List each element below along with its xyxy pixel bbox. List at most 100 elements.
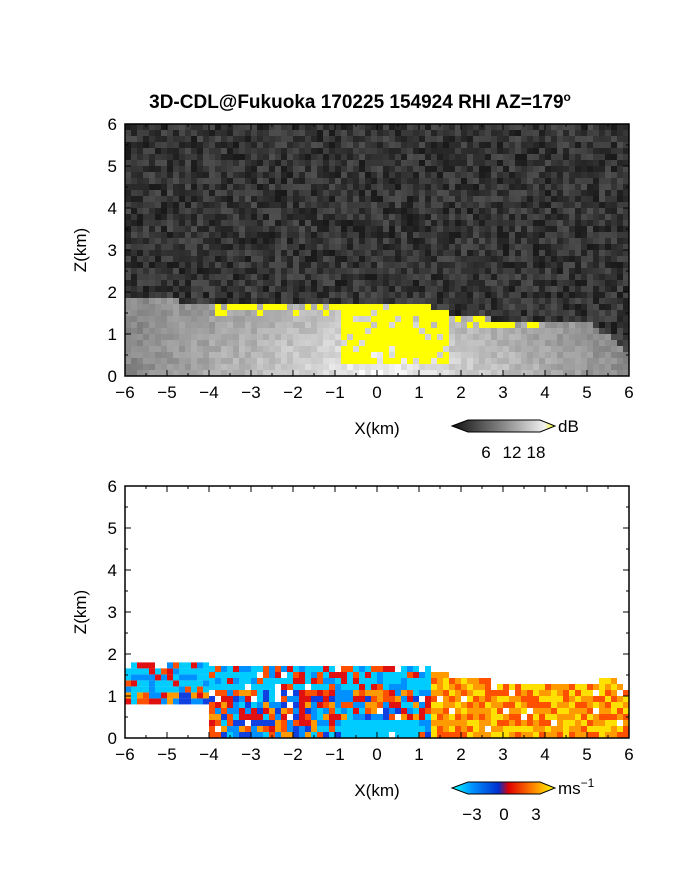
noise-cell [509, 178, 515, 184]
noise-cell [431, 172, 437, 178]
noise-cell [161, 268, 167, 274]
backscatter-cell [323, 352, 329, 358]
noise-cell [509, 262, 515, 268]
noise-cell [227, 154, 233, 160]
noise-cell [593, 184, 599, 190]
y-tick-label: 3 [108, 241, 117, 260]
noise-cell [143, 232, 149, 238]
noise-cell [545, 202, 551, 208]
noise-cell [539, 214, 545, 220]
noise-cell [383, 172, 389, 178]
backscatter-cell [131, 328, 137, 334]
noise-cell [215, 184, 221, 190]
noise-cell [539, 142, 545, 148]
noise-cell [455, 202, 461, 208]
backscatter-cell [491, 328, 497, 334]
noise-cell [611, 154, 617, 160]
noise-cell [581, 124, 587, 130]
noise-cell [461, 226, 467, 232]
noise-cell [251, 208, 257, 214]
velocity-cell [185, 668, 191, 675]
noise-cell [203, 262, 209, 268]
noise-cell [341, 262, 347, 268]
backscatter-cell [347, 310, 353, 316]
noise-cell [245, 166, 251, 172]
backscatter-cell [509, 322, 515, 328]
noise-cell [503, 262, 509, 268]
noise-cell [611, 142, 617, 148]
noise-cell [263, 220, 269, 226]
noise-cell [563, 274, 569, 280]
velocity-cell [275, 708, 281, 714]
noise-cell [491, 202, 497, 208]
noise-cell [569, 136, 575, 142]
noise-cell [353, 268, 359, 274]
noise-cell [281, 190, 287, 196]
velocity-cell [161, 668, 167, 675]
velocity-cell [233, 702, 239, 708]
noise-cell [425, 154, 431, 160]
noise-cell [275, 298, 281, 304]
noise-cell [263, 286, 269, 292]
noise-cell [377, 232, 383, 238]
backscatter-cell [533, 328, 539, 334]
noise-cell [581, 250, 587, 256]
noise-cell [233, 148, 239, 154]
noise-cell [293, 214, 299, 220]
noise-cell [473, 148, 479, 154]
backscatter-cell [599, 346, 605, 352]
noise-cell [401, 196, 407, 202]
noise-cell [485, 208, 491, 214]
noise-cell [587, 178, 593, 184]
noise-cell [611, 136, 617, 142]
backscatter-cell [479, 322, 485, 328]
backscatter-cell [557, 328, 563, 334]
noise-cell [233, 256, 239, 262]
noise-cell [617, 256, 623, 262]
backscatter-cell [425, 352, 431, 358]
noise-cell [239, 166, 245, 172]
noise-cell [185, 136, 191, 142]
noise-cell [557, 304, 563, 310]
backscatter-cell [215, 340, 221, 346]
noise-cell [287, 298, 293, 304]
noise-cell [317, 130, 323, 136]
noise-cell [437, 298, 443, 304]
backscatter-cell [365, 334, 371, 340]
backscatter-cell [515, 334, 521, 340]
noise-cell [461, 130, 467, 136]
backscatter-cell [167, 310, 173, 316]
noise-cell [227, 274, 233, 280]
noise-cell [221, 124, 227, 130]
noise-cell [551, 154, 557, 160]
noise-cell [311, 208, 317, 214]
noise-cell [527, 238, 533, 244]
noise-cell [509, 208, 515, 214]
noise-cell [563, 226, 569, 232]
noise-cell [581, 274, 587, 280]
velocity-cell [317, 732, 323, 738]
noise-cell [245, 292, 251, 298]
noise-cell [179, 262, 185, 268]
noise-cell [227, 244, 233, 250]
noise-cell [161, 208, 167, 214]
noise-cell [335, 196, 341, 202]
noise-cell [215, 268, 221, 274]
noise-cell [515, 316, 521, 322]
backscatter-cell [407, 310, 413, 316]
backscatter-cell [551, 322, 557, 328]
noise-cell [161, 172, 167, 178]
velocity-cell [359, 690, 365, 696]
backscatter-cell [341, 364, 347, 370]
noise-cell [455, 298, 461, 304]
noise-cell [485, 298, 491, 304]
noise-cell [449, 184, 455, 190]
velocity-cell [359, 696, 365, 702]
noise-cell [149, 208, 155, 214]
noise-cell [557, 214, 563, 220]
noise-cell [227, 286, 233, 292]
noise-cell [209, 160, 215, 166]
noise-cell [611, 238, 617, 244]
noise-cell [533, 316, 539, 322]
noise-cell [425, 124, 431, 130]
